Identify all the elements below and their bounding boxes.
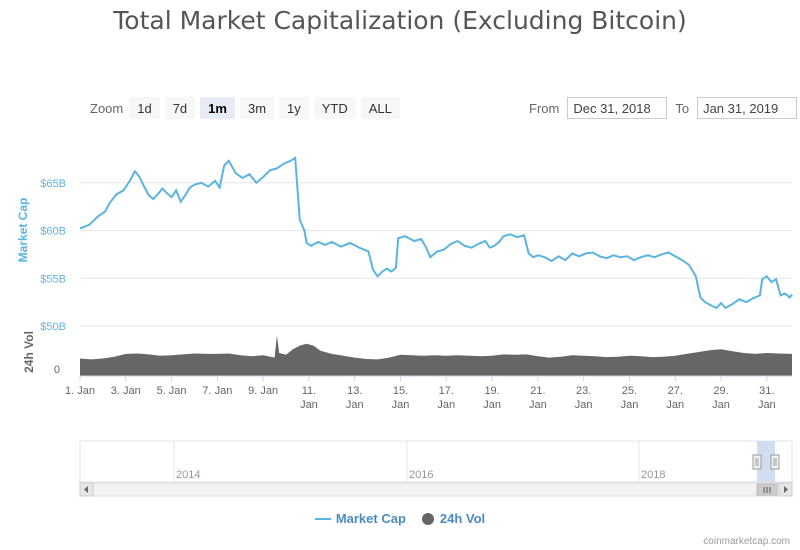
- chevron-left-icon: [84, 486, 88, 493]
- y-tick-label: $60B: [40, 226, 66, 238]
- navigator[interactable]: 2014 2016 2018: [79, 440, 793, 483]
- x-tick-label: 7. Jan: [202, 385, 232, 397]
- x-tick-label: 11.: [302, 385, 316, 397]
- x-tick-label: Jan: [392, 399, 410, 411]
- zoom-1d-button[interactable]: 1d: [129, 97, 160, 119]
- x-tick-label: 29.: [713, 385, 728, 397]
- zoom-1m-button[interactable]: 1m: [200, 97, 235, 119]
- x-tick-label: 17.: [439, 385, 454, 397]
- x-tick-label: 5. Jan: [157, 385, 187, 397]
- volume-zero-label: 0: [54, 364, 60, 376]
- x-tick-label: 27.: [668, 385, 683, 397]
- zoom-1y-button[interactable]: 1y: [279, 97, 309, 119]
- scrollbar[interactable]: [79, 482, 793, 497]
- x-tick-label: 13.: [347, 385, 362, 397]
- y-tick-label: $65B: [40, 178, 66, 190]
- x-tick-label: Jan: [346, 399, 364, 411]
- to-date-input[interactable]: [697, 97, 798, 119]
- x-axis-ticks: 1. Jan 3. Jan 5. Jan 7. Jan 9. Jan 11. Jan 13. J…: [65, 376, 776, 411]
- zoom-ytd-button[interactable]: YTD: [313, 97, 356, 119]
- market-cap-line: [79, 156, 793, 310]
- from-date-input[interactable]: [567, 97, 668, 119]
- x-tick-label: 15.: [393, 385, 408, 397]
- legend: Market Cap 24h Vol: [0, 511, 800, 526]
- legend-item-volume[interactable]: 24h Vol: [421, 511, 486, 526]
- x-tick-label: 9. Jan: [248, 385, 278, 397]
- x-tick-label: Jan: [529, 399, 547, 411]
- navigator-selected-range[interactable]: [757, 441, 775, 482]
- y-axis-label: Market Cap: [16, 198, 30, 263]
- zoom-selector: Zoom 1d 7d 1m 3m 1y YTD ALL: [90, 97, 405, 119]
- x-tick-label: Jan: [437, 399, 455, 411]
- navigator-tick-2014: 2014: [176, 469, 200, 481]
- navigator-left-handle[interactable]: [752, 454, 762, 470]
- x-tick-label: 3. Jan: [111, 385, 141, 397]
- line-icon: [314, 517, 331, 520]
- legend-label-volume: 24h Vol: [439, 511, 486, 526]
- y-tick-label: $50B: [40, 321, 66, 333]
- zoom-label: Zoom: [90, 100, 124, 116]
- x-tick-label: Jan: [300, 399, 318, 411]
- volume-area: [80, 335, 792, 376]
- zoom-7d-button[interactable]: 7d: [164, 97, 196, 119]
- x-tick-label: 31.: [759, 385, 774, 397]
- x-tick-label: Jan: [483, 399, 501, 411]
- x-tick-label: 25.: [622, 385, 637, 397]
- x-tick-label: 1. Jan: [65, 385, 95, 397]
- navigator-tick-2016: 2016: [409, 469, 433, 481]
- navigator-tick-2018: 2018: [641, 469, 665, 481]
- volume-axis-label: 24h Vol: [22, 331, 36, 373]
- y-axis-ticks: $50B $55B $60B $65B: [40, 178, 66, 333]
- x-tick-label: 23.: [576, 385, 591, 397]
- legend-item-market-cap[interactable]: Market Cap: [314, 511, 406, 526]
- chevron-right-icon: [784, 486, 788, 493]
- navigator-right-handle[interactable]: [770, 454, 780, 470]
- x-tick-label: Jan: [621, 399, 639, 411]
- grid-lines: [80, 182, 792, 327]
- x-tick-label: Jan: [575, 399, 593, 411]
- zoom-all-button[interactable]: ALL: [360, 97, 400, 119]
- legend-label-market-cap: Market Cap: [335, 511, 406, 526]
- x-tick-label: Jan: [758, 399, 776, 411]
- credits-link[interactable]: coinmarketcap.com: [703, 536, 790, 547]
- x-tick-label: 21.: [530, 385, 545, 397]
- y-tick-label: $55B: [40, 273, 66, 285]
- x-tick-label: 19.: [484, 385, 499, 397]
- circle-icon: [421, 512, 434, 525]
- to-label: To: [675, 100, 690, 116]
- date-range: From To: [529, 97, 800, 119]
- volume-bars: [80, 335, 792, 376]
- zoom-3m-button[interactable]: 3m: [239, 97, 275, 119]
- x-tick-label: Jan: [712, 399, 730, 411]
- x-tick-label: Jan: [666, 399, 684, 411]
- chart-title: Total Market Capitalization (Excluding B…: [113, 6, 687, 35]
- from-label: From: [529, 100, 560, 116]
